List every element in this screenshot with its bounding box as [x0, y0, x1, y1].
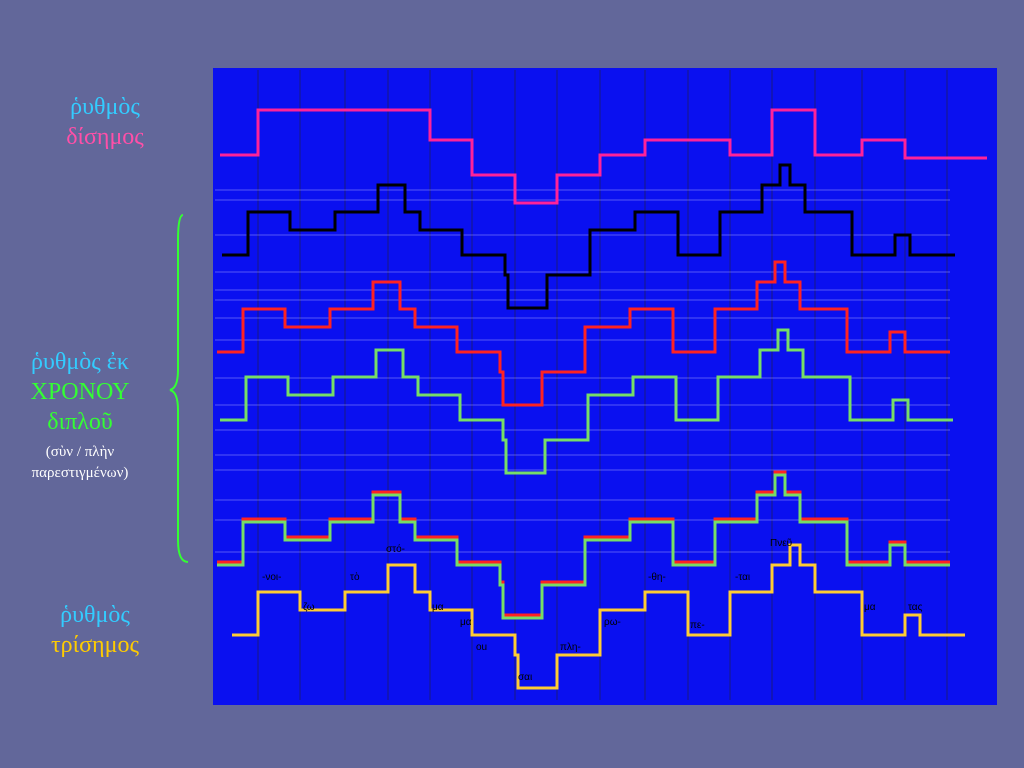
syllable: μα [432, 602, 444, 613]
syllable: Πνεῦ [770, 538, 792, 549]
syllable: τας [908, 602, 923, 613]
label-note: παρεστιγμένων) [31, 465, 129, 481]
syllable: -ται [735, 572, 750, 583]
syllable: μα [460, 617, 472, 628]
label-diplou: ῥυθμὸς ἐκ ΧΡΟΝΟΥ διπλοῦ (σὺν / πλὴν παρε… [0, 347, 160, 483]
syllable: πε- [690, 620, 705, 631]
horizontal-grid [215, 189, 950, 553]
label-text: διπλοῦ [47, 409, 113, 435]
label-text: ΧΡΟΝΟΥ [30, 379, 130, 405]
brace [169, 214, 189, 563]
label-trisemos: ῥυθμὸς τρίσημος [10, 600, 180, 660]
syllable: ζω [303, 602, 315, 613]
label-text: ῥυθμὸς ἐκ [31, 349, 129, 375]
label-disemos: ῥυθμὸς δίσημος [20, 92, 190, 152]
syllable: μα [864, 602, 876, 613]
label-text: ῥυθμὸς [70, 94, 140, 120]
label-text: ῥυθμὸς [60, 602, 130, 628]
syllable: στό- [386, 543, 405, 555]
syllable: ρω- [604, 617, 621, 628]
label-text: τρίσημος [51, 632, 139, 658]
syllable: -νοι- [262, 572, 281, 583]
syllable: σαι [518, 672, 532, 683]
syllable: τὸ [350, 571, 360, 583]
disemos-line [220, 108, 987, 205]
label-note: (σὺν / πλὴν [45, 444, 115, 460]
syllable: πλη- [560, 642, 581, 653]
label-text: δίσημος [66, 124, 144, 150]
syllables: -νοι- ζω τὸ στό- μα μα ou σαι πλη- ρω- -… [262, 538, 923, 683]
syllable: ou [476, 642, 487, 653]
syllable: -θη- [648, 572, 666, 583]
